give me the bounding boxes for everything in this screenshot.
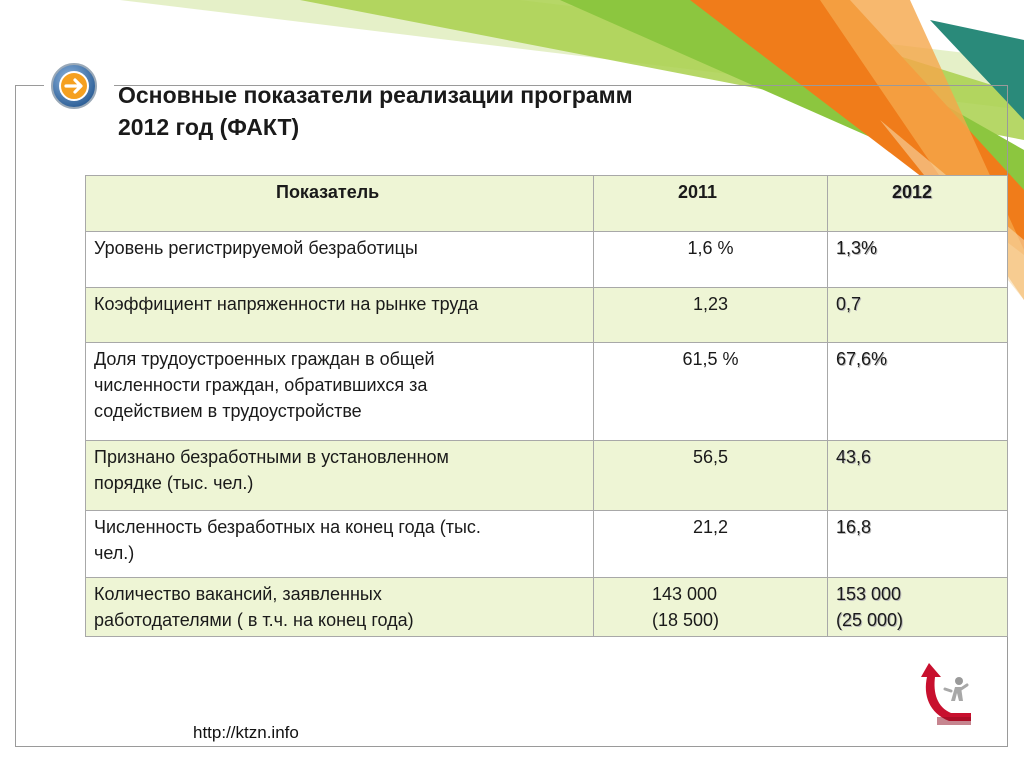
table-row: Доля трудоустроенных граждан в общей чис… [85,342,1008,441]
indicator-cell: Количество вакансий, заявленных работода… [85,577,594,637]
table-row: Коэффициент напряженности на рынке труда… [85,287,1008,343]
header-2011: 2011 [593,175,828,232]
value-2011-cell: 1,6 % [593,231,828,288]
arrow-right-circle-icon [50,62,98,110]
value-2011-cell: 61,5 % [593,342,828,441]
indicator-cell: Численность безработных на конец года (т… [85,510,594,578]
footer-url[interactable]: http://ktzn.info [193,723,299,742]
value-2011-cell: 1,23 [593,287,828,343]
value-2011-cell: 56,5 [593,440,828,511]
slide-title: Основные показатели реализации программ … [118,79,818,143]
indicator-cell: Уровень регистрируемой безработицы [85,231,594,288]
table-row: Уровень регистрируемой безработицы 1,6 %… [85,231,1008,288]
value-2012-cell: 67,6% [827,342,1008,441]
red-arrow-figure-logo [915,655,975,730]
header-indicator: Показатель [85,175,594,232]
value-2011-cell: 21,2 [593,510,828,578]
value-2012-cell: 0,7 [827,287,1008,343]
indicator-cell: Доля трудоустроенных граждан в общей чис… [85,342,594,441]
title-line-1: Основные показатели реализации программ [118,82,633,108]
value-2012-cell: 153 000 (25 000) [827,577,1008,637]
value-2012-cell: 1,3% [827,231,1008,288]
value-2011-cell: 143 000 (18 500) [593,577,828,637]
table-header-row: Показатель 2011 2012 [85,175,1008,232]
indicator-cell: Коэффициент напряженности на рынке труда [85,287,594,343]
indicator-cell: Признано безработными в установленном по… [85,440,594,511]
indicators-table: Показатель 2011 2012 Уровень регистрируе… [85,175,1008,637]
table-row: Численность безработных на конец года (т… [85,510,1008,578]
table-row: Признано безработными в установленном по… [85,440,1008,511]
title-line-2: 2012 год (ФАКТ) [118,114,300,140]
header-2012: 2012 [827,175,1008,232]
value-2012-cell: 43,6 [827,440,1008,511]
value-2012-cell: 16,8 [827,510,1008,578]
table-row: Количество вакансий, заявленных работода… [85,577,1008,637]
slide-frame [15,85,1008,747]
